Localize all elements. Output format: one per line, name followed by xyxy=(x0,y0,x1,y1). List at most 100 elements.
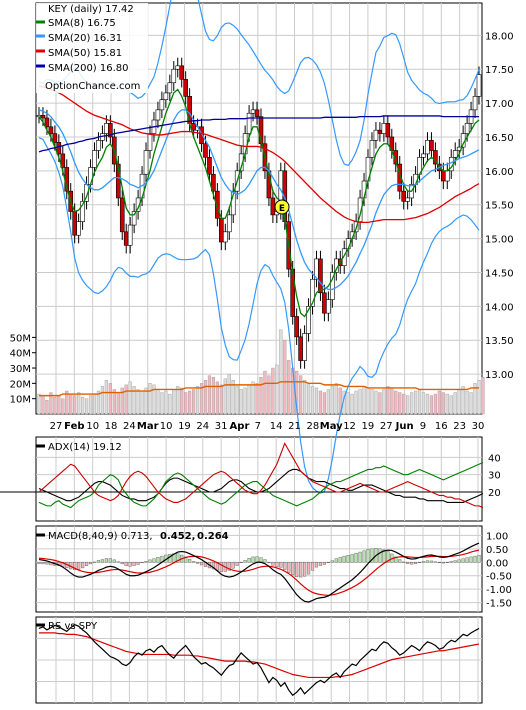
adx-series-di xyxy=(38,442,484,509)
macd-histogram-bar xyxy=(227,562,231,571)
volume-bar xyxy=(314,387,319,415)
volume-bar xyxy=(184,392,188,415)
macd-histogram-bar xyxy=(346,555,350,563)
macd-histogram-bar xyxy=(120,562,124,565)
macd-histogram-bar xyxy=(267,562,271,563)
sma8-line xyxy=(38,88,480,318)
macd-histogram-bar xyxy=(239,562,243,564)
volume-bar xyxy=(421,392,426,415)
macd-histogram-bar xyxy=(37,562,41,564)
volume-bar xyxy=(457,389,461,415)
macd-histogram-bar xyxy=(84,562,89,566)
x-tick-label: Feb xyxy=(64,421,84,432)
x-tick-label: 21 xyxy=(288,421,301,432)
candle-body xyxy=(143,150,149,175)
macd-histogram-bar xyxy=(235,562,239,566)
macd-histogram-bar xyxy=(445,562,449,563)
x-tick-label: 10 xyxy=(86,421,99,432)
volume-bar xyxy=(152,384,156,415)
volume-bar xyxy=(195,386,200,415)
macd-histogram-bar xyxy=(326,562,330,564)
adx-y-tick: 30 xyxy=(488,471,501,482)
volume-bar xyxy=(211,377,216,415)
candle-body xyxy=(421,153,426,158)
volume-bar xyxy=(108,383,112,415)
bollinger-lower xyxy=(38,137,480,494)
volume-bar xyxy=(287,360,291,415)
macd-histogram-bar xyxy=(41,562,45,565)
volume-bar xyxy=(88,395,93,415)
volume-bar xyxy=(37,393,41,415)
volume-bar xyxy=(235,386,239,415)
x-tick-label: 27 xyxy=(50,421,63,432)
volume-bar xyxy=(306,383,311,415)
x-tick-label: 12 xyxy=(343,421,356,432)
candle-body xyxy=(72,211,77,236)
candle-body xyxy=(401,190,406,202)
volume-bar xyxy=(136,389,140,415)
volume-bar xyxy=(120,387,124,415)
price-y-tick: 18.00 xyxy=(485,31,514,42)
candle-body xyxy=(60,153,66,168)
rs-line xyxy=(38,624,480,697)
volume-bar xyxy=(227,373,231,415)
volume-bar xyxy=(247,384,251,415)
macd-histogram-bar xyxy=(243,560,247,563)
macd-histogram-bar xyxy=(195,562,200,564)
candle-body xyxy=(226,214,232,233)
candle-body xyxy=(207,156,212,175)
volume-bar xyxy=(437,390,441,415)
volume-bar xyxy=(271,367,275,415)
x-tick-label: 18 xyxy=(105,421,118,432)
adx-layer xyxy=(0,442,484,509)
candle-body xyxy=(472,96,478,111)
macd-histogram-bar xyxy=(358,551,362,563)
adx-series-adx14 xyxy=(38,468,484,503)
candle-body xyxy=(223,231,228,243)
candle-body xyxy=(441,170,446,182)
legend-sma20: SMA(20) 16.31 xyxy=(48,33,122,44)
volume-bar xyxy=(267,375,271,415)
volume-bar xyxy=(192,389,196,415)
macd-histogram-bar xyxy=(279,562,283,568)
macd-histogram-bar xyxy=(92,561,97,563)
macd-histogram-bar xyxy=(128,562,132,567)
volume-bar xyxy=(382,389,386,415)
macd-histogram-bar xyxy=(410,562,414,565)
volume-bar xyxy=(398,392,402,415)
volume-bar xyxy=(57,395,61,415)
macd-histogram-bar xyxy=(413,562,418,564)
candle-body xyxy=(104,123,109,134)
macd-histogram-bar xyxy=(96,560,101,563)
macd-histogram-bar xyxy=(295,562,299,578)
candle-body xyxy=(36,114,42,118)
price-y-tick: 13.00 xyxy=(485,370,514,381)
macd-histogram-bar xyxy=(152,558,156,563)
volume-bar xyxy=(164,390,168,415)
x-tick-label: 27 xyxy=(380,421,393,432)
legend-sma200: SMA(200) 16.80 xyxy=(48,63,129,74)
candle-body xyxy=(298,336,303,361)
candle-body xyxy=(369,140,375,158)
volume-bar xyxy=(69,393,73,415)
candle-body xyxy=(92,150,97,168)
candle-body xyxy=(476,74,482,97)
candle-body xyxy=(310,278,315,307)
macd-histogram-bar xyxy=(334,558,338,563)
price-y-tick: 17.50 xyxy=(485,65,514,76)
volume-y-tick: 40M xyxy=(10,349,31,360)
earnings-marker-circle xyxy=(274,199,290,215)
adx-legend: ADX(14) 19.12 xyxy=(36,442,122,453)
macd-y-tick: 1.00 xyxy=(486,531,508,542)
volume-bar xyxy=(255,383,259,415)
candle-body xyxy=(123,231,129,246)
macd-histogram-bar xyxy=(322,562,326,565)
volume-bar xyxy=(231,380,235,415)
macd-histogram-bar xyxy=(302,562,307,577)
volume-bar xyxy=(251,381,255,415)
candle-body xyxy=(127,224,133,246)
macd-histogram-bar xyxy=(283,562,287,570)
macd-histogram-bar xyxy=(124,562,128,566)
macd-y-tick: 0.50 xyxy=(486,545,508,556)
macd-histogram-bar xyxy=(473,555,477,563)
